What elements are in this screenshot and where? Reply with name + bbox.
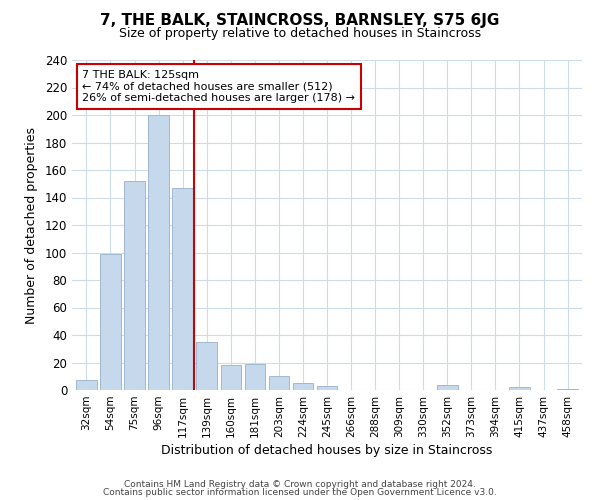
Bar — [317, 386, 337, 390]
Bar — [148, 115, 169, 390]
X-axis label: Distribution of detached houses by size in Staincross: Distribution of detached houses by size … — [161, 444, 493, 457]
Bar — [100, 254, 121, 390]
Text: 7 THE BALK: 125sqm
← 74% of detached houses are smaller (512)
26% of semi-detach: 7 THE BALK: 125sqm ← 74% of detached hou… — [82, 70, 355, 103]
Bar — [509, 387, 530, 390]
Bar — [76, 380, 97, 390]
Bar — [293, 383, 313, 390]
Text: Contains public sector information licensed under the Open Government Licence v3: Contains public sector information licen… — [103, 488, 497, 497]
Text: Size of property relative to detached houses in Staincross: Size of property relative to detached ho… — [119, 28, 481, 40]
Bar — [172, 188, 193, 390]
Y-axis label: Number of detached properties: Number of detached properties — [25, 126, 38, 324]
Text: 7, THE BALK, STAINCROSS, BARNSLEY, S75 6JG: 7, THE BALK, STAINCROSS, BARNSLEY, S75 6… — [100, 12, 500, 28]
Bar — [124, 181, 145, 390]
Bar — [437, 384, 458, 390]
Bar — [245, 364, 265, 390]
Bar — [196, 342, 217, 390]
Text: Contains HM Land Registry data © Crown copyright and database right 2024.: Contains HM Land Registry data © Crown c… — [124, 480, 476, 489]
Bar — [221, 365, 241, 390]
Bar — [557, 388, 578, 390]
Bar — [269, 376, 289, 390]
